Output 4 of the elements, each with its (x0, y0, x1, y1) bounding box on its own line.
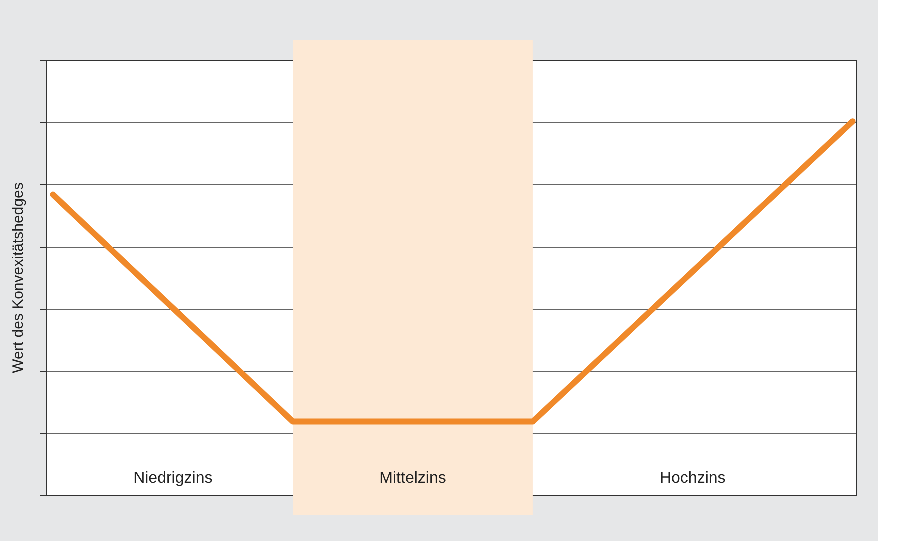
y-axis-title: Wert des Konvexitätshedges (10, 182, 27, 374)
annotation: Hochzins (660, 470, 726, 487)
annotation: Mittelzins (380, 470, 446, 487)
annotation: Niedrigzins (134, 470, 213, 487)
